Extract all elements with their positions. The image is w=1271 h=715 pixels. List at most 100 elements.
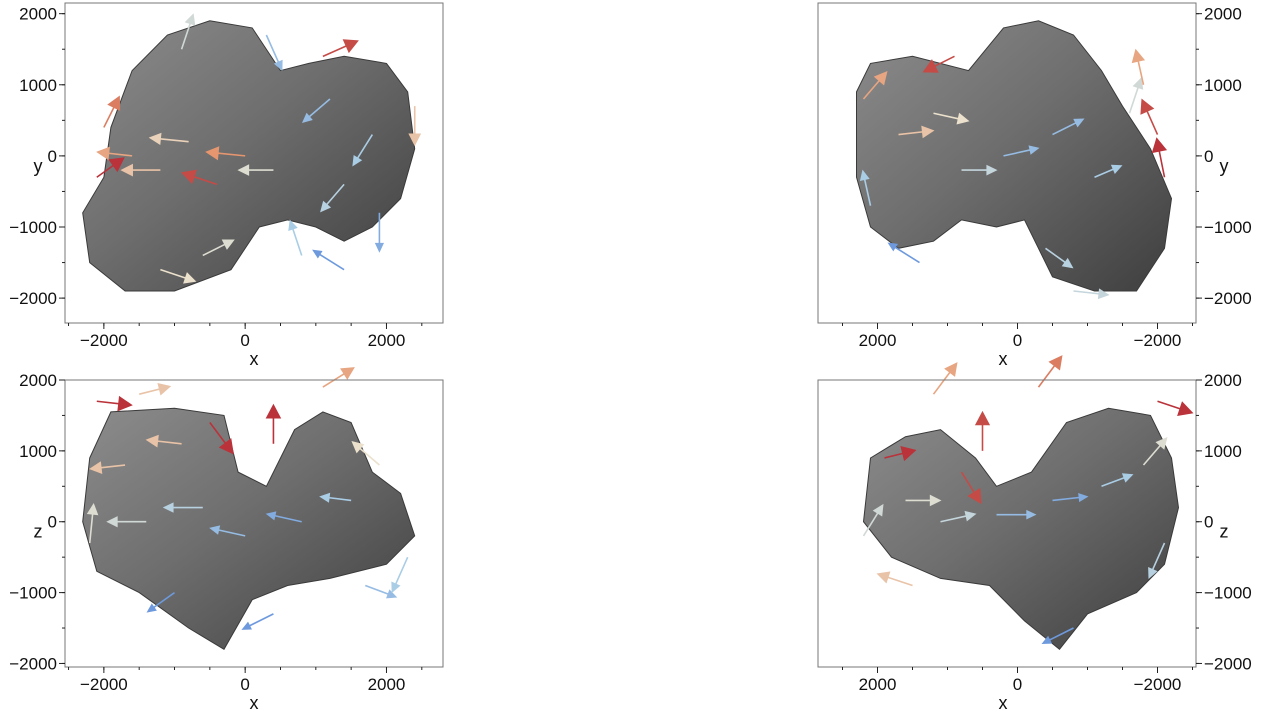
vector-arrow — [1094, 164, 1123, 178]
vector-arrow — [1003, 145, 1040, 157]
x-axis-label: x — [250, 693, 259, 713]
x-tick-label: 2000 — [859, 675, 897, 694]
vector-arrow — [374, 212, 385, 253]
vector-arrow — [106, 516, 147, 528]
comet-body — [862, 407, 1180, 651]
vector-arrow — [905, 494, 942, 507]
vector-arrow — [961, 164, 998, 176]
vector-arrow — [320, 183, 345, 213]
y-tick-label: −1000 — [1204, 218, 1252, 237]
vector-arrow — [996, 509, 1037, 520]
vector-arrow — [1128, 77, 1144, 114]
y-tick-label: −2000 — [1204, 289, 1252, 308]
vector-arrow — [1045, 247, 1074, 269]
vector-arrow — [862, 503, 884, 537]
y-tick-label: 2000 — [1204, 5, 1242, 24]
vector-arrow — [322, 367, 355, 388]
vector-arrow — [351, 441, 380, 466]
vector-arrow — [205, 146, 246, 161]
vector-arrow — [96, 157, 125, 178]
vector-arrow — [319, 492, 352, 503]
x-tick-label: −2000 — [1134, 331, 1182, 350]
plot-frame — [817, 379, 1197, 668]
y-tick-label: 0 — [48, 147, 57, 166]
vector-arrow — [940, 510, 977, 523]
vector-arrow — [352, 134, 374, 167]
vector-arrow — [1041, 627, 1074, 645]
x-tick-label: 0 — [1013, 675, 1022, 694]
comet-body — [856, 20, 1173, 292]
x-tick-label: 2000 — [368, 675, 406, 694]
x-tick-label: 2000 — [859, 331, 897, 350]
vector-arrow — [862, 71, 888, 100]
y-axis-label: y — [1220, 156, 1229, 176]
x-tick-label: 0 — [240, 331, 249, 350]
vector-arrow — [1151, 137, 1168, 178]
y-axis-label: z — [34, 522, 43, 542]
x-axis-label: x — [999, 693, 1008, 713]
x-tick-label: −2000 — [80, 675, 128, 694]
x-tick-label: −2000 — [1134, 675, 1182, 694]
vector-arrow — [265, 403, 282, 444]
plot-frame — [817, 2, 1197, 324]
vector-arrow — [103, 95, 121, 128]
vector-arrow — [145, 434, 182, 448]
comet-body — [82, 20, 416, 292]
vector-arrow — [884, 445, 917, 462]
plot-frame — [64, 379, 444, 668]
vector-arrow — [96, 395, 133, 412]
y-tick-label: −1000 — [1204, 584, 1252, 603]
vector-arrow — [180, 13, 196, 50]
vector-arrow — [1101, 473, 1134, 488]
vector-arrow — [933, 112, 970, 125]
plot-frame — [64, 2, 444, 324]
y-tick-label: 1000 — [1204, 442, 1242, 461]
vector-arrow — [202, 239, 235, 257]
vector-arrow — [148, 132, 189, 146]
vector-arrow — [241, 613, 274, 630]
x-tick-label: 0 — [240, 675, 249, 694]
vector-arrow — [120, 163, 161, 177]
vector-arrow — [1052, 118, 1085, 136]
vector-arrow — [96, 146, 133, 161]
y-tick-label: −2000 — [1204, 654, 1252, 673]
y-tick-label: 2000 — [19, 5, 57, 24]
vector-arrow — [146, 591, 175, 613]
y-axis-label: y — [34, 156, 43, 176]
panel-top: −2000 0 2000 2000 1000 0 −1000 −2000 x y — [9, 2, 444, 369]
y-tick-label: 0 — [48, 513, 57, 532]
y-tick-label: 1000 — [19, 442, 57, 461]
vector-arrow — [391, 556, 409, 594]
x-axis-label: x — [999, 349, 1008, 369]
panel-bottom: 2000 0 −2000 2000 1000 0 −1000 −2000 x y — [817, 2, 1252, 369]
vector-arrow — [887, 242, 920, 264]
vector-arrow — [1157, 400, 1194, 417]
x-axis-label: x — [250, 349, 259, 369]
vector-arrow — [265, 511, 302, 523]
y-tick-label: −1000 — [9, 218, 57, 237]
vector-arrow — [960, 471, 982, 505]
vector-arrow — [1142, 437, 1168, 466]
vector-arrow — [1131, 48, 1146, 85]
vector-arrow — [1073, 288, 1110, 300]
vector-arrow — [322, 39, 359, 58]
vector-arrow — [89, 461, 126, 475]
vector-arrow — [162, 502, 203, 513]
x-tick-label: −2000 — [80, 331, 128, 350]
vector-arrow — [138, 383, 172, 396]
vector-arrow — [408, 106, 422, 147]
panel-front: −2000 0 2000 2000 1000 0 −1000 −2000 x z — [9, 367, 444, 713]
vector-arrow — [209, 422, 234, 455]
vector-arrow — [312, 249, 345, 271]
vector-arrow — [974, 410, 991, 451]
vector-arrow — [301, 98, 331, 123]
vector-arrow — [288, 219, 303, 256]
vector-arrow — [209, 525, 246, 537]
y-tick-label: 0 — [1204, 147, 1213, 166]
y-tick-label: −2000 — [9, 289, 57, 308]
vector-arrow — [1148, 542, 1166, 579]
vector-arrow — [1037, 355, 1063, 388]
comet-body — [82, 407, 416, 650]
vector-arrow — [1140, 98, 1159, 135]
